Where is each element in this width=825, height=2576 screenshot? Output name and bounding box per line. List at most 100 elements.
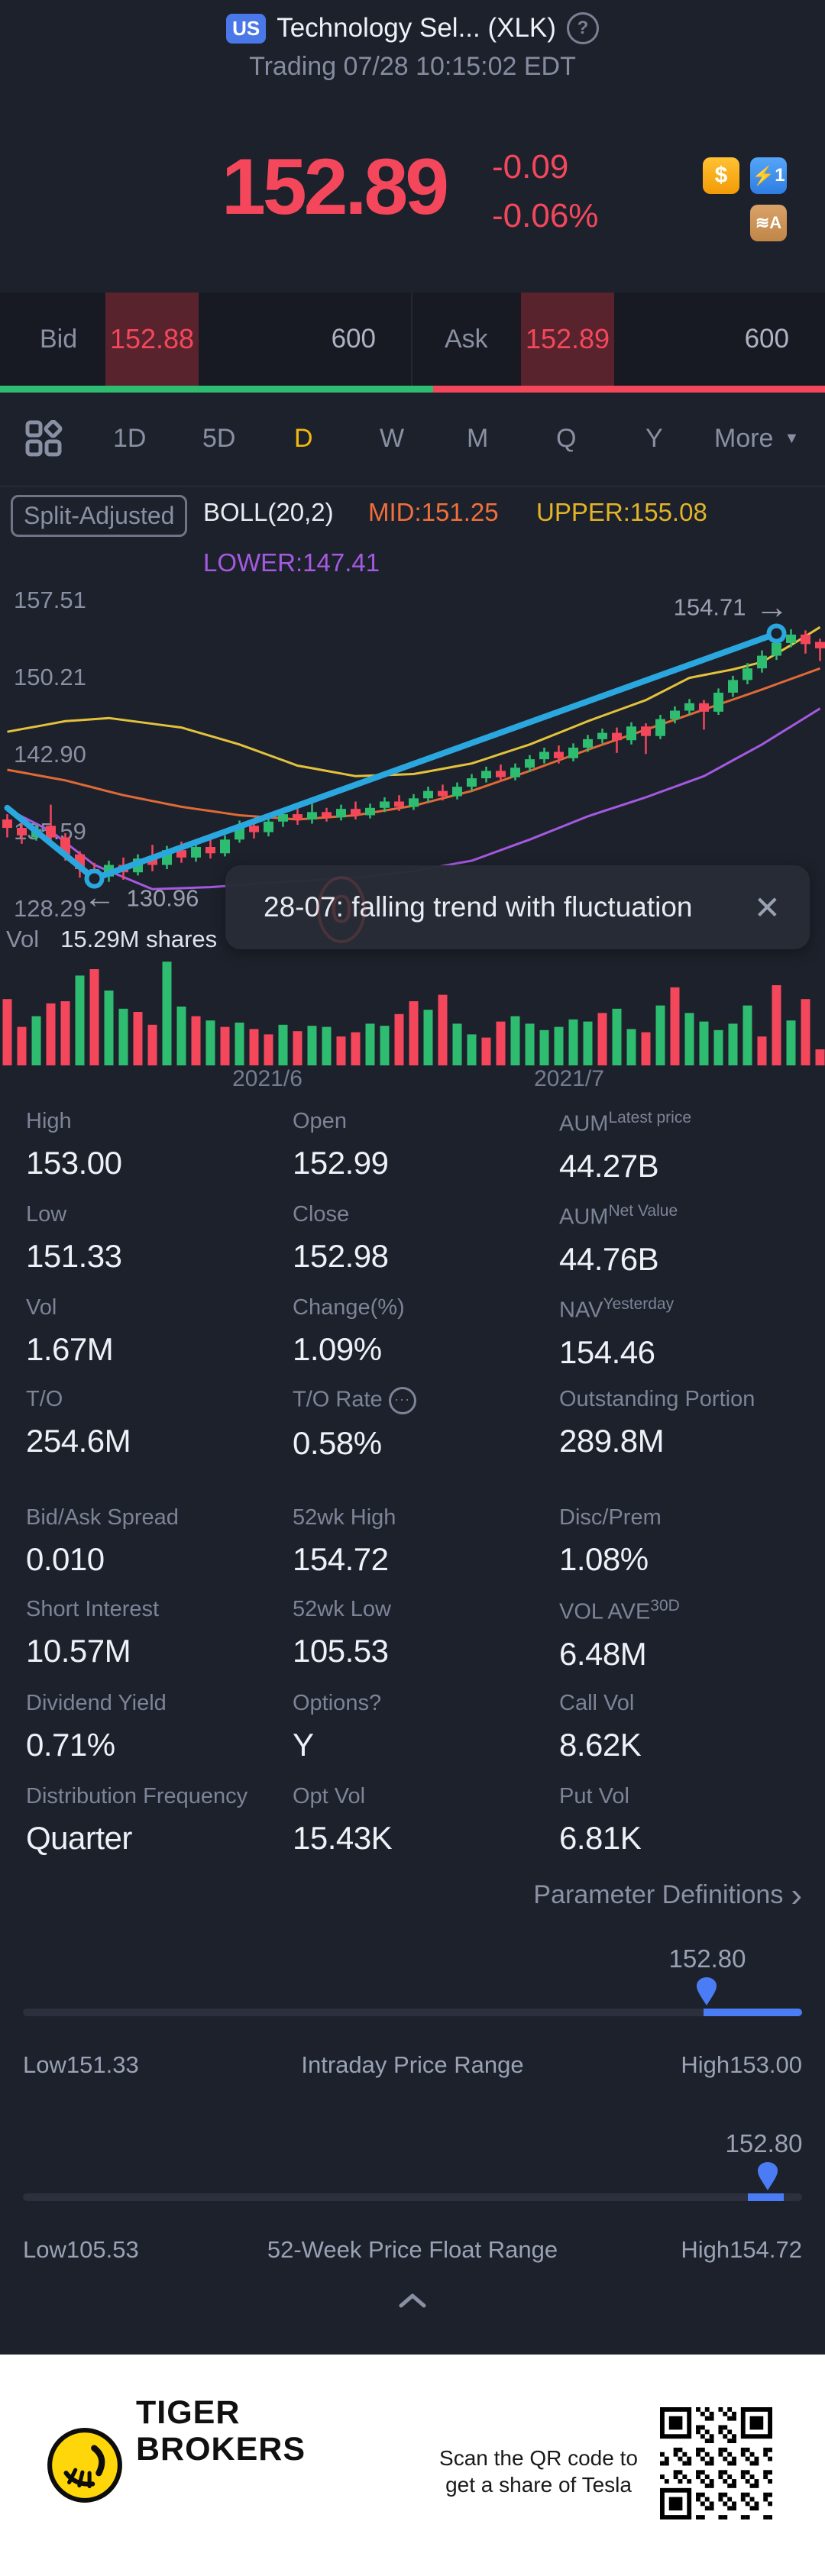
tab-m[interactable]: M [467,423,489,453]
quote-block: 152.89 -0.09 -0.06% $ ⚡ 1 ≋ A [0,142,825,257]
svg-text:150.21: 150.21 [14,664,86,690]
stat-close: Close 152.98 [293,1202,389,1274]
bid-label: Bid [40,324,78,354]
qr-caption: Scan the QR code to get a share of Tesla [439,2446,638,2497]
close-icon[interactable]: ✕ [753,889,781,926]
exchange-badge: US [226,13,267,44]
stat-nav: NAVYesterday 154.46 [559,1295,675,1370]
chevron-down-icon: ▼ [784,429,800,447]
svg-text:→: → [755,589,789,626]
week52-range-title: 52-Week Price Float Range [267,2236,558,2263]
page-title: Technology Sel... (XLK) [277,13,556,43]
bid-ask-ratio-bar [0,386,825,393]
stat-vol-ave: VOL AVE30D 6.48M [559,1597,680,1672]
tab-w[interactable]: W [380,423,405,453]
week52-range-fill [747,2193,784,2201]
period-tab-bar: 1D 5D D W M Q Y More ▼ [0,393,825,487]
last-price: 152.89 [222,143,449,231]
bid-ask-row: Bid 152.88 600 Ask 152.89 600 [0,293,825,386]
x-axis-label-june: 2021/6 [232,1066,302,1091]
week52-pin-icon[interactable] [757,2161,778,2190]
tab-y[interactable]: Y [645,423,663,453]
boll-mid-value: MID:151.25 [368,498,499,526]
split-adjusted-toggle[interactable]: Split-Adjusted [11,495,188,537]
stat-put-vol: Put Vol 6.81K [559,1784,642,1856]
bid-price-cell[interactable]: 152.88 [105,293,199,386]
brand-name: TIGER BROKERS [136,2394,306,2468]
stat-t-o-rate: T/O Rate ··· 0.58% [293,1387,545,1462]
stat-52wk-low: 52wk Low 105.53 [293,1597,391,1669]
qr-code [660,2407,772,2519]
parameter-definitions-link[interactable]: Parameter Definitions › [533,1876,802,1914]
stat-outstanding-portion: Outstanding Portion 289.8M [559,1387,755,1459]
footer: TIGER BROKERS Scan the QR code to get a … [0,2355,825,2576]
stat-vol: Vol 1.67M [26,1295,114,1367]
stat-aum: AUMLatest price 44.27B [559,1109,692,1184]
intraday-pin-icon[interactable] [696,1976,717,2006]
stat-52wk-high: 52wk High 154.72 [293,1505,396,1577]
stat-call-vol: Call Vol 8.62K [559,1691,642,1763]
price-change-percent: -0.06% [492,197,599,234]
indicator-bar: Split-Adjusted BOLL(20,2) MID:151.25 UPP… [0,489,825,577]
bid-ask-divider [411,293,412,386]
svg-text:←: ← [84,878,116,914]
boll-lower-value: LOWER:147.41 [203,548,380,577]
volume-chart[interactable] [0,958,825,1065]
stat-opt-vol: Opt Vol 15.43K [293,1784,393,1856]
tab-more[interactable]: More ▼ [714,423,800,453]
tab-q[interactable]: Q [556,423,577,453]
tab-5d[interactable]: 5D [202,423,236,453]
trading-session-time: Trading 07/28 10:15:02 EDT [249,52,576,81]
tab-d[interactable]: D [294,423,313,453]
intraday-range-track[interactable] [23,2009,802,2016]
stat-t-o: T/O 254.6M [26,1387,131,1459]
stat-low: Low 151.33 [26,1202,122,1274]
volume-value: 15.29M shares [60,926,218,952]
stat-distribution-frequency: Distribution Frequency Quarter [26,1784,248,1856]
intraday-current-price: 152.80 [668,1944,746,1973]
chevron-right-icon: › [791,1876,802,1914]
info-icon[interactable]: ··· [388,1387,416,1414]
boll-label[interactable]: BOLL(20,2) [203,498,334,526]
price-change: -0.09 [492,148,569,186]
volume-summary: Vol 15.29M shares [6,926,217,953]
stat-high: High 153.00 [26,1109,122,1181]
svg-text:157.51: 157.51 [14,587,86,613]
stat-options-: Options? Y [293,1691,382,1763]
intraday-range-fill [704,2009,802,2016]
bid-ratio-segment [0,386,433,393]
stat-dividend-yield: Dividend Yield 0.71% [26,1691,167,1763]
stat-change-: Change(%) 1.09% [293,1295,405,1367]
stat-short-interest: Short Interest 10.57M [26,1597,160,1669]
header: US Technology Sel... (XLK) ? [0,12,825,44]
intraday-range-labels: Low151.33 Intraday Price Range High153.0… [23,2051,802,2078]
intraday-range-title: Intraday Price Range [301,2051,524,2078]
stat-bid-ask-spread: Bid/Ask Spread 0.010 [26,1505,179,1577]
svg-text:128.29: 128.29 [14,895,86,916]
week52-range-track[interactable] [23,2193,802,2201]
ask-label: Ask [445,324,488,354]
collapse-up-icon[interactable] [399,2293,426,2308]
x-axis-label-july: 2021/7 [534,1066,604,1091]
week52-range-labels: Low105.53 52-Week Price Float Range High… [23,2236,802,2263]
trend-toast[interactable]: 0 28-07: falling trend with fluctuation … [225,865,810,949]
svg-text:154.71: 154.71 [674,594,746,621]
toast-watermark: 0 [317,876,366,943]
flash-1-icon[interactable]: ⚡ 1 [750,157,787,194]
stat-disc-prem: Disc/Prem 1.08% [559,1505,662,1577]
svg-text:142.90: 142.90 [14,741,86,768]
week52-current-price: 152.80 [725,2129,803,2157]
ask-ratio-segment [433,386,825,393]
layers-a-icon[interactable]: ≋ A [750,205,787,241]
dollar-icon[interactable]: $ [703,157,739,194]
help-icon[interactable]: ? [566,12,599,44]
tiger-brokers-logo [47,2428,122,2503]
stat-aum: AUMNet Value 44.76B [559,1202,678,1277]
tab-1d[interactable]: 1D [113,423,147,453]
ask-price-cell[interactable]: 152.89 [521,293,614,386]
ask-size: 600 [744,324,789,354]
svg-text:130.96: 130.96 [127,884,199,911]
stat-open: Open 152.99 [293,1109,389,1181]
chart-layout-grid-icon[interactable] [25,420,63,458]
